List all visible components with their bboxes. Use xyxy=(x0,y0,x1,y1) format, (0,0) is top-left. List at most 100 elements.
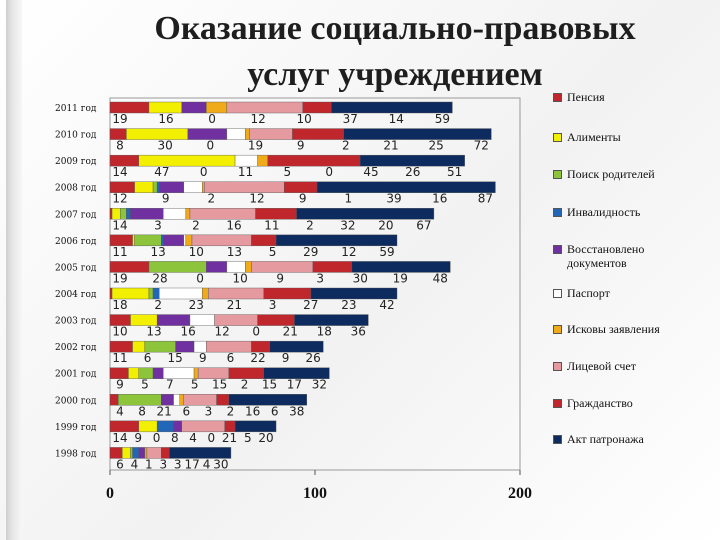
data-label: 6 xyxy=(227,351,235,365)
data-label: 6 xyxy=(144,351,152,365)
legend-label: Акт патронажа xyxy=(567,432,644,446)
data-label: 0 xyxy=(325,165,333,179)
legend-label: Восстановлено документов xyxy=(567,242,645,270)
data-label: 27 xyxy=(303,298,318,312)
bar-segment xyxy=(204,181,285,193)
legend-swatch xyxy=(553,325,562,334)
data-label: 47 xyxy=(154,165,169,179)
bar-segment xyxy=(267,154,361,167)
data-label: 3 xyxy=(316,271,324,285)
bar-segment xyxy=(138,154,236,167)
data-label: 9 xyxy=(199,351,207,365)
legend-label: Пенсия xyxy=(567,90,605,104)
bar-segment xyxy=(183,181,203,193)
legend-swatch xyxy=(553,93,562,102)
bar-segment xyxy=(359,154,465,167)
data-label: 14 xyxy=(389,112,404,126)
data-label: 10 xyxy=(297,112,312,126)
data-label: 1 xyxy=(345,192,353,206)
bar-segment xyxy=(269,340,324,353)
data-label: 16 xyxy=(226,218,241,232)
data-label: 67 xyxy=(416,218,431,232)
bar-segment xyxy=(296,208,435,220)
data-label: 11 xyxy=(112,245,127,259)
data-label: 14 xyxy=(112,165,127,179)
category-label: 1998 год xyxy=(55,449,97,459)
data-label: 5 xyxy=(141,378,149,392)
data-label: 14 xyxy=(112,431,127,445)
data-label: 51 xyxy=(447,165,462,179)
category-label: 1999 год xyxy=(55,423,97,433)
bar-segment xyxy=(226,128,246,140)
data-label: 72 xyxy=(474,139,489,153)
bar-segment xyxy=(156,181,160,193)
data-label: 36 xyxy=(351,325,366,339)
data-label: 12 xyxy=(251,112,266,126)
category-label: 2005 год xyxy=(55,263,97,273)
data-label: 5 xyxy=(269,245,277,259)
data-label: 11 xyxy=(264,218,279,232)
data-label: 4 xyxy=(131,457,139,471)
data-label: 21 xyxy=(157,404,172,418)
data-label: 23 xyxy=(341,298,356,312)
data-label: 29 xyxy=(303,245,318,259)
data-label: 59 xyxy=(435,112,450,126)
data-label: 22 xyxy=(250,351,265,365)
bar-segment xyxy=(331,101,453,114)
category-label: 2008 год xyxy=(55,184,97,194)
category-label: 2007 год xyxy=(55,210,97,220)
data-label: 23 xyxy=(189,298,204,312)
legend-swatch xyxy=(553,289,562,298)
data-label: 14 xyxy=(112,218,127,232)
data-label: 3 xyxy=(159,457,167,471)
title-line-1: Оказание социально-правовых xyxy=(154,10,636,47)
data-label: 9 xyxy=(134,431,142,445)
data-label: 45 xyxy=(363,165,378,179)
title-line-2: услуг учреждением xyxy=(247,56,543,93)
data-label: 38 xyxy=(289,404,304,418)
data-label: 30 xyxy=(158,139,173,153)
bar-segment xyxy=(257,154,269,167)
category-label: 2003 год xyxy=(55,317,97,327)
category-label: 2006 год xyxy=(55,237,97,247)
data-label: 20 xyxy=(258,431,273,445)
data-label: 19 xyxy=(112,271,127,285)
slide-left-border xyxy=(6,0,22,540)
legend-label: Паспорт xyxy=(567,286,610,300)
data-label: 0 xyxy=(208,112,216,126)
data-label: 1 xyxy=(145,457,153,471)
bar-segment xyxy=(181,101,207,114)
category-label: 2011 год xyxy=(55,104,97,114)
data-label: 4 xyxy=(116,404,124,418)
bar-segment xyxy=(228,394,307,406)
data-label: 0 xyxy=(196,271,204,285)
data-label: 19 xyxy=(248,139,263,153)
data-label: 10 xyxy=(232,271,247,285)
legend-label: Исковы заявления xyxy=(567,322,660,336)
data-label: 2 xyxy=(241,378,249,392)
bar-segment xyxy=(343,128,492,140)
data-label: 2 xyxy=(306,218,314,232)
data-label: 8 xyxy=(138,404,146,418)
x-tick-label: 200 xyxy=(508,485,532,502)
data-label: 6 xyxy=(271,404,279,418)
data-label: 2 xyxy=(342,139,350,153)
bar-segment xyxy=(316,181,496,193)
data-label: 32 xyxy=(312,378,327,392)
x-tick-label: 0 xyxy=(106,485,114,502)
bar-segment xyxy=(152,181,158,193)
data-label: 19 xyxy=(112,112,127,126)
bar-segment xyxy=(206,261,228,273)
data-label: 12 xyxy=(341,245,356,259)
data-label: 59 xyxy=(379,245,394,259)
data-label: 42 xyxy=(379,298,394,312)
data-label: 30 xyxy=(353,271,368,285)
data-label: 20 xyxy=(378,218,393,232)
data-label: 9 xyxy=(282,351,290,365)
data-label: 9 xyxy=(299,192,307,206)
data-label: 3 xyxy=(205,404,213,418)
data-label: 12 xyxy=(214,325,229,339)
data-label: 0 xyxy=(207,139,215,153)
data-label: 9 xyxy=(297,139,305,153)
legend-swatch xyxy=(553,362,562,371)
